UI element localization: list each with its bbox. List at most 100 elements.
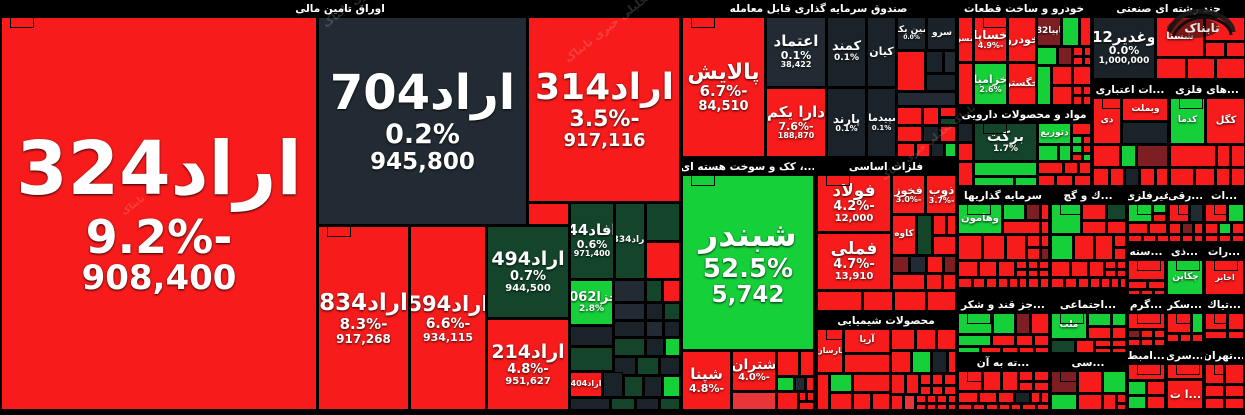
tile-plain[interactable] — [1112, 313, 1125, 326]
tile-small[interactable] — [1083, 154, 1090, 161]
tile-small[interactable] — [891, 351, 911, 373]
tile-small[interactable] — [944, 256, 955, 273]
sector-misc-3[interactable]: ...تهران — [1204, 347, 1244, 410]
tile-small[interactable] — [931, 143, 944, 156]
tile-small[interactable] — [927, 404, 936, 409]
tile-small[interactable] — [986, 278, 997, 288]
tile-small[interactable] — [1027, 248, 1040, 260]
tile-plain[interactable] — [998, 392, 1014, 403]
tile-small[interactable] — [923, 126, 939, 142]
tile-plain[interactable] — [1051, 204, 1081, 234]
tile-arad314[interactable]: اراد314 -3.5% 917,116 — [528, 17, 679, 202]
tile-khapia082[interactable]: خاپیا082 — [1037, 17, 1061, 46]
tile-plain[interactable] — [1034, 382, 1048, 391]
tile-plain[interactable] — [958, 335, 991, 346]
tile-plain[interactable] — [1219, 235, 1231, 241]
tile-small[interactable] — [1079, 162, 1090, 174]
tile-plain[interactable] — [1082, 204, 1106, 220]
tile-plain[interactable] — [1128, 364, 1164, 380]
tile-small[interactable] — [570, 347, 613, 371]
tile-plain[interactable] — [1128, 330, 1140, 338]
tile-small[interactable] — [892, 274, 925, 290]
tile-plain[interactable] — [1117, 394, 1125, 403]
tile-plain[interactable] — [1128, 396, 1146, 409]
tile-vabemellat[interactable]: وبملت — [1122, 98, 1167, 121]
tile-plain[interactable] — [993, 313, 1015, 334]
sector-chemicals[interactable]: محصولات شیمیایی پارسان آریا — [816, 312, 956, 410]
tile-dara-yekom[interactable]: دارا یکم -7.6% 188,870 — [766, 88, 826, 156]
tile-small[interactable] — [958, 261, 978, 277]
tile-small[interactable] — [570, 398, 610, 409]
sector-metal-ores[interactable]: ...های فلزی کدما کگل — [1169, 81, 1245, 186]
tile-plain[interactable] — [1088, 327, 1111, 339]
tile-khezamia[interactable]: خزامیا 2.6% — [974, 63, 1007, 104]
tile-famli[interactable]: فملی -4.7% 13,910 — [817, 233, 891, 290]
tile-small[interactable] — [1003, 221, 1040, 234]
tile-plain[interactable] — [958, 371, 982, 391]
tile-small[interactable] — [944, 386, 955, 395]
tile-plain[interactable] — [1117, 261, 1125, 269]
tile-plain[interactable] — [1232, 223, 1243, 234]
tile-plain[interactable] — [1078, 394, 1102, 409]
sector-telecom[interactable] — [1132, 248, 1134, 250]
tile-plain[interactable] — [1190, 204, 1202, 222]
tile-small[interactable] — [916, 404, 926, 409]
tile-parsan[interactable]: پارسان — [817, 329, 843, 373]
tile-arya[interactable]: آریا — [844, 329, 890, 353]
sector-financing-bonds[interactable]: اوراق تامین مالی اراد324 -9.2% 908,400 ا… — [0, 0, 680, 410]
tile-small[interactable] — [1231, 145, 1244, 167]
tile-plain[interactable] — [1037, 404, 1048, 409]
tile-small[interactable] — [1016, 261, 1027, 269]
tile-small[interactable] — [897, 126, 922, 142]
tile-plain[interactable] — [1205, 204, 1227, 222]
tile-small[interactable] — [958, 278, 972, 288]
sector-refining-fuel[interactable]: ...، کک و سوخت هسته ای شبندر 52.5% 5,742… — [681, 158, 815, 410]
sector-sat-group[interactable] — [1127, 187, 1129, 189]
tile-small[interactable] — [1093, 145, 1120, 167]
tile-small[interactable] — [1028, 270, 1038, 277]
tile-plain[interactable] — [1143, 235, 1156, 241]
tile-arad404[interactable]: اراد404 — [570, 372, 602, 397]
sector-transport[interactable]: ...رات اخابر — [1204, 243, 1244, 295]
tile-small[interactable] — [933, 215, 946, 235]
tile-small[interactable] — [1028, 278, 1039, 288]
tile-small[interactable] — [944, 374, 955, 385]
tile-small[interactable] — [777, 377, 794, 391]
sector-seeds[interactable]: ...سته — [1127, 243, 1165, 295]
tile-small[interactable] — [894, 291, 926, 310]
tile-plain[interactable] — [1205, 398, 1224, 409]
tile-plain[interactable] — [1169, 235, 1181, 241]
tile-small[interactable] — [665, 338, 679, 356]
tile-plain[interactable] — [1154, 339, 1164, 345]
tile-mellat[interactable]: ملت — [1051, 313, 1087, 339]
tile-small[interactable] — [932, 351, 947, 373]
tile-small[interactable] — [1122, 122, 1167, 144]
tile-plain[interactable] — [1103, 394, 1116, 409]
tile-small[interactable] — [1073, 66, 1090, 85]
tile-small[interactable] — [1072, 123, 1090, 135]
tile-small[interactable] — [1073, 96, 1082, 104]
tile-dey[interactable]: دی — [1093, 98, 1121, 144]
tile-small[interactable] — [1041, 204, 1048, 220]
sector-telecom2[interactable] — [1127, 256, 1129, 258]
tile-arad334[interactable]: اراد334 — [615, 203, 645, 279]
tile-plain[interactable] — [1147, 381, 1164, 395]
tile-plain[interactable] — [1041, 392, 1048, 403]
sector-electrical[interactable]: ...رقی — [1168, 187, 1203, 242]
tile-small[interactable] — [1041, 248, 1048, 260]
tile-small[interactable] — [570, 326, 613, 346]
tile-small[interactable] — [800, 351, 814, 376]
tile-small[interactable] — [830, 374, 852, 392]
tile-small[interactable] — [1187, 58, 1215, 79]
tile-plain[interactable] — [1205, 235, 1218, 241]
tile-small[interactable] — [998, 261, 1015, 277]
tile-plain[interactable] — [1031, 313, 1048, 334]
tile-plain[interactable] — [1232, 235, 1243, 241]
tile-small[interactable] — [948, 404, 955, 409]
sector-chip-silk[interactable] — [1127, 298, 1129, 300]
tile-small[interactable] — [1041, 221, 1048, 234]
tile-plain[interactable] — [1180, 334, 1191, 342]
tile-plain[interactable] — [1141, 290, 1153, 294]
tile-small[interactable] — [958, 143, 973, 161]
sector-sugar-2[interactable]: ...سکر — [1166, 296, 1203, 346]
